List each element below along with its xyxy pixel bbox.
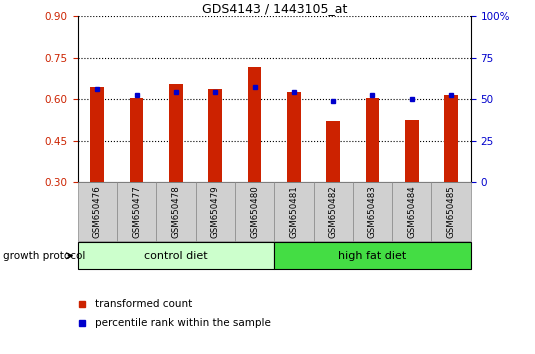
Text: GSM650479: GSM650479: [211, 185, 220, 238]
Bar: [90, 87, 104, 182]
Text: GSM650483: GSM650483: [368, 185, 377, 238]
Bar: [235, 182, 274, 241]
Bar: [326, 121, 340, 182]
Bar: [353, 182, 392, 241]
Text: GSM650485: GSM650485: [447, 185, 456, 238]
Bar: [117, 182, 156, 241]
Text: growth protocol: growth protocol: [3, 251, 85, 261]
Bar: [432, 182, 471, 241]
Text: GSM650484: GSM650484: [407, 185, 416, 238]
Bar: [169, 84, 183, 182]
Bar: [365, 98, 379, 182]
Bar: [156, 182, 196, 241]
Text: GSM650477: GSM650477: [132, 185, 141, 238]
Bar: [405, 120, 419, 182]
Text: GSM650476: GSM650476: [93, 185, 102, 238]
Text: control diet: control diet: [144, 251, 208, 261]
Title: GDS4143 / 1443105_at: GDS4143 / 1443105_at: [202, 2, 347, 15]
Text: GSM650478: GSM650478: [171, 185, 180, 238]
Bar: [287, 92, 301, 182]
Text: high fat diet: high fat diet: [338, 251, 407, 261]
Bar: [78, 242, 274, 269]
Bar: [196, 182, 235, 241]
Bar: [314, 182, 353, 241]
Bar: [129, 98, 143, 182]
Bar: [78, 182, 117, 241]
Text: transformed count: transformed count: [95, 299, 193, 309]
Bar: [444, 95, 458, 182]
Bar: [274, 182, 314, 241]
Text: GSM650480: GSM650480: [250, 185, 259, 238]
Text: GSM650482: GSM650482: [328, 185, 338, 238]
Bar: [392, 182, 432, 241]
Bar: [248, 67, 262, 182]
Text: percentile rank within the sample: percentile rank within the sample: [95, 318, 271, 328]
Bar: [208, 90, 222, 182]
Text: GSM650481: GSM650481: [289, 185, 299, 238]
Bar: [274, 242, 471, 269]
